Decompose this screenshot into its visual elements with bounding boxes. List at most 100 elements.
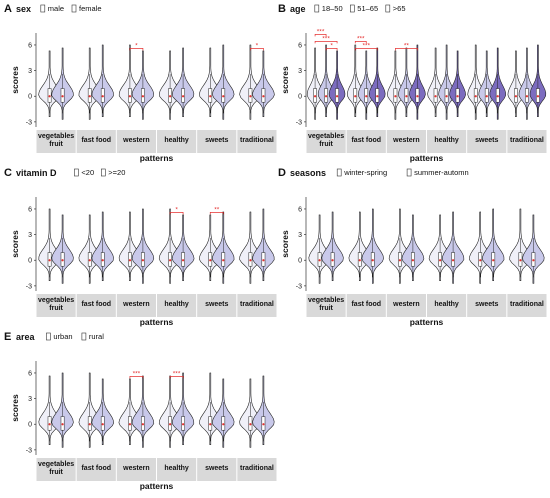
legend-label: 51–65 bbox=[357, 4, 378, 13]
y-tick-label: -3 bbox=[26, 447, 32, 454]
median-point-D-2-0 bbox=[398, 259, 402, 262]
significance-label: * bbox=[330, 42, 333, 49]
significance-bracket bbox=[209, 212, 224, 215]
median-point-D-2-1 bbox=[411, 259, 415, 262]
y-tick-label: -3 bbox=[26, 283, 32, 290]
category-band bbox=[386, 294, 426, 317]
median-point-A-3-0 bbox=[168, 95, 172, 98]
y-tick-label: 0 bbox=[28, 258, 32, 265]
median-point-B-5-1 bbox=[525, 95, 529, 98]
category-label: western bbox=[122, 465, 149, 472]
median-point-A-1-1 bbox=[101, 95, 104, 98]
significance-bracket bbox=[354, 48, 378, 51]
legend-label: >=20 bbox=[108, 168, 125, 177]
legend-swatch bbox=[349, 4, 355, 13]
y-tick-label: 3 bbox=[28, 232, 32, 239]
median-point-E-5-0 bbox=[249, 423, 252, 426]
category-label: sweets bbox=[205, 301, 228, 308]
y-tick-label: 6 bbox=[28, 42, 32, 49]
category-label: sweets bbox=[475, 301, 498, 308]
legend-label: <20 bbox=[81, 168, 94, 177]
median-point-A-5-0 bbox=[249, 95, 252, 98]
median-point-E-0-0 bbox=[48, 423, 51, 426]
significance-bracket bbox=[325, 48, 338, 51]
median-point-D-3-1 bbox=[451, 259, 455, 262]
category-band bbox=[76, 294, 116, 317]
median-point-C-2-0 bbox=[128, 259, 132, 262]
legend-swatch bbox=[71, 4, 77, 13]
median-point-A-0-0 bbox=[48, 95, 51, 98]
category-label: fast food bbox=[81, 465, 111, 472]
panel-letter: E bbox=[4, 331, 11, 343]
category-label: healthy bbox=[164, 301, 189, 308]
median-point-C-3-0 bbox=[168, 259, 172, 262]
y-tick-label: 6 bbox=[28, 370, 32, 377]
median-point-C-5-0 bbox=[249, 259, 252, 262]
median-point-B-5-0 bbox=[514, 95, 518, 98]
y-tick-label: 3 bbox=[28, 396, 32, 403]
median-point-B-0-2 bbox=[335, 95, 339, 98]
median-point-C-4-1 bbox=[222, 259, 225, 262]
category-label: fruit bbox=[49, 305, 63, 312]
category-band bbox=[237, 294, 277, 317]
category-label: fast food bbox=[81, 301, 111, 308]
y-tick-label: 0 bbox=[298, 94, 302, 101]
category-label: western bbox=[392, 137, 419, 144]
category-label: fast food bbox=[351, 301, 381, 308]
median-point-A-1-0 bbox=[88, 95, 91, 98]
median-point-A-0-1 bbox=[61, 95, 64, 98]
y-tick-label: 6 bbox=[28, 206, 32, 213]
median-point-B-4-0 bbox=[474, 95, 477, 98]
median-point-D-5-0 bbox=[519, 259, 522, 262]
y-tick-label: 3 bbox=[298, 232, 302, 239]
median-point-A-2-1 bbox=[141, 95, 145, 98]
legend-label: male bbox=[48, 4, 64, 13]
category-label: fruit bbox=[319, 305, 333, 312]
category-band bbox=[76, 458, 116, 481]
category-label: healthy bbox=[434, 137, 459, 144]
legend-swatch bbox=[336, 168, 342, 177]
median-point-E-2-1 bbox=[141, 423, 145, 426]
median-point-D-1-1 bbox=[371, 259, 374, 262]
median-point-A-2-0 bbox=[128, 95, 132, 98]
y-tick-label: -3 bbox=[26, 119, 32, 126]
category-band bbox=[116, 294, 156, 317]
category-band bbox=[157, 458, 197, 481]
panel-factor-title: age bbox=[290, 4, 306, 14]
median-point-B-2-2 bbox=[416, 95, 419, 98]
median-point-B-3-0 bbox=[434, 95, 437, 98]
median-point-B-2-0 bbox=[394, 95, 397, 98]
y-tick-label: 0 bbox=[28, 422, 32, 429]
median-point-E-4-1 bbox=[222, 423, 225, 426]
significance-label: * bbox=[135, 42, 138, 49]
category-label: sweets bbox=[205, 465, 228, 472]
category-label: traditional bbox=[240, 301, 274, 308]
median-point-B-3-1 bbox=[445, 95, 448, 98]
panel-letter: C bbox=[4, 167, 12, 179]
median-point-D-5-1 bbox=[532, 259, 535, 262]
significance-label: *** bbox=[362, 42, 370, 49]
significance-label: *** bbox=[173, 370, 181, 377]
significance-label: *** bbox=[357, 35, 365, 42]
significance-label: ** bbox=[404, 42, 410, 49]
category-band bbox=[36, 130, 76, 153]
category-band bbox=[386, 130, 426, 153]
significance-label: *** bbox=[322, 35, 330, 42]
panel-letter: A bbox=[4, 3, 12, 15]
y-tick-label: -3 bbox=[296, 283, 302, 290]
median-point-E-4-0 bbox=[209, 423, 212, 426]
median-point-B-4-2 bbox=[496, 95, 499, 98]
median-point-D-4-1 bbox=[492, 259, 495, 262]
category-band bbox=[507, 130, 547, 153]
legend-swatch bbox=[385, 4, 391, 13]
category-label: sweets bbox=[205, 137, 228, 144]
median-point-B-2-1 bbox=[405, 95, 408, 98]
category-band bbox=[427, 294, 467, 317]
legend-swatch bbox=[101, 168, 106, 177]
category-label: western bbox=[122, 301, 149, 308]
